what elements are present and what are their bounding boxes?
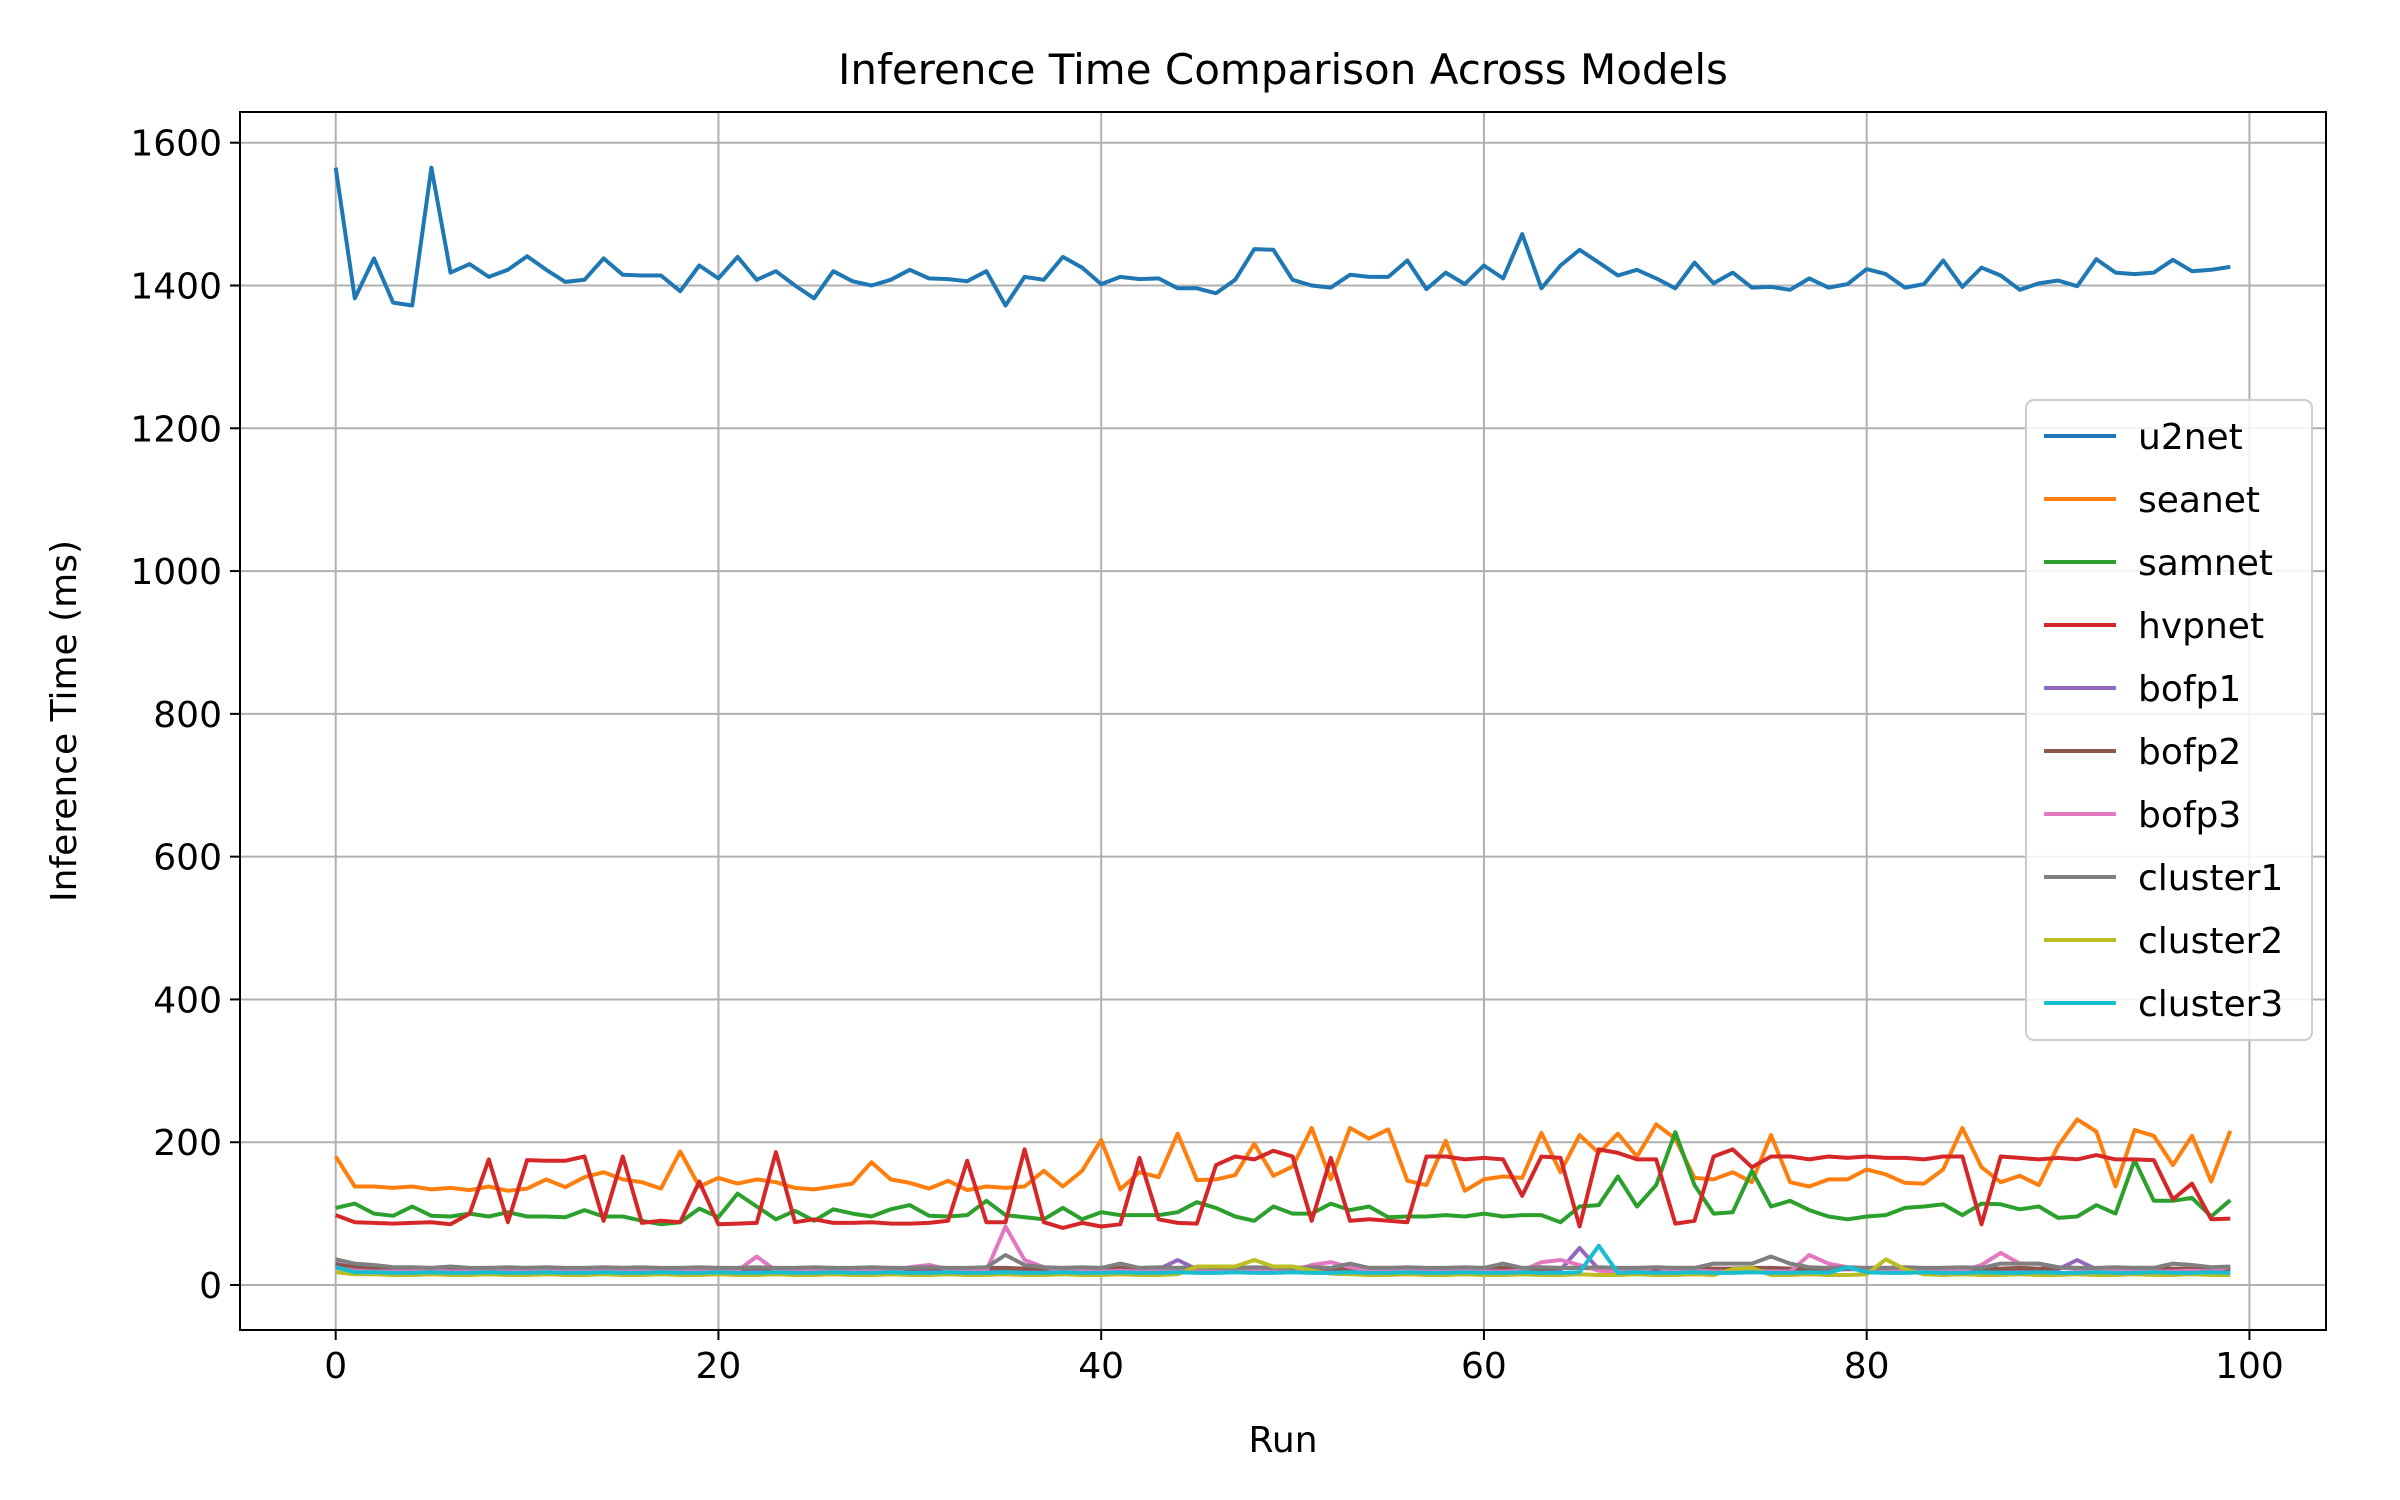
legend-label-seanet: seanet bbox=[2138, 480, 2260, 521]
y-tick-label: 0 bbox=[199, 1266, 222, 1307]
y-tick-label: 1400 bbox=[130, 266, 222, 307]
chart-title: Inference Time Comparison Across Models bbox=[838, 45, 1728, 94]
legend-label-cluster3: cluster3 bbox=[2138, 984, 2283, 1025]
legend-label-samnet: samnet bbox=[2138, 543, 2273, 584]
series-line-cluster3 bbox=[335, 1243, 2231, 1275]
x-tick-label: 0 bbox=[324, 1346, 347, 1387]
plot-frame bbox=[239, 111, 2327, 1331]
y-axis-label: Inference Time (ms) bbox=[44, 540, 85, 902]
y-tick-label: 600 bbox=[153, 838, 222, 879]
x-tick-label: 20 bbox=[696, 1346, 742, 1387]
series-line-u2net bbox=[333, 165, 2231, 308]
series-line-hvpnet bbox=[335, 1147, 2231, 1230]
y-tick-label: 1000 bbox=[130, 552, 222, 593]
series-lines bbox=[333, 165, 2233, 1277]
x-tick-label: 60 bbox=[1461, 1346, 1507, 1387]
legend-label-bofp3: bofp3 bbox=[2138, 795, 2241, 836]
legend: u2net seanet samnet hvpnet bofp1 bofp2 bofp3 cl… bbox=[2025, 399, 2313, 1041]
axis-ticks: 0 20 40 60 80 1000200400600800100012001400160… bbox=[130, 124, 2283, 1387]
y-tick-label: 1600 bbox=[130, 124, 222, 165]
x-tick-label: 40 bbox=[1078, 1346, 1124, 1387]
y-tick-label: 800 bbox=[153, 695, 222, 736]
y-tick-label: 1200 bbox=[130, 409, 222, 450]
y-tick-label: 400 bbox=[153, 980, 222, 1021]
legend-label-u2net: u2net bbox=[2138, 417, 2243, 458]
grid-lines bbox=[240, 112, 2326, 1330]
x-axis-label: Run bbox=[1248, 1420, 1317, 1461]
legend-label-bofp2: bofp2 bbox=[2138, 732, 2241, 773]
x-tick-label: 100 bbox=[2215, 1346, 2284, 1387]
x-tick-label: 80 bbox=[1844, 1346, 1890, 1387]
series-line-seanet bbox=[334, 1117, 2233, 1193]
legend-label-hvpnet: hvpnet bbox=[2138, 606, 2264, 647]
y-tick-label: 200 bbox=[153, 1123, 222, 1164]
legend-label-cluster1: cluster1 bbox=[2138, 858, 2283, 899]
legend-label-bofp1: bofp1 bbox=[2138, 669, 2241, 710]
legend-label-cluster2: cluster2 bbox=[2138, 921, 2283, 962]
